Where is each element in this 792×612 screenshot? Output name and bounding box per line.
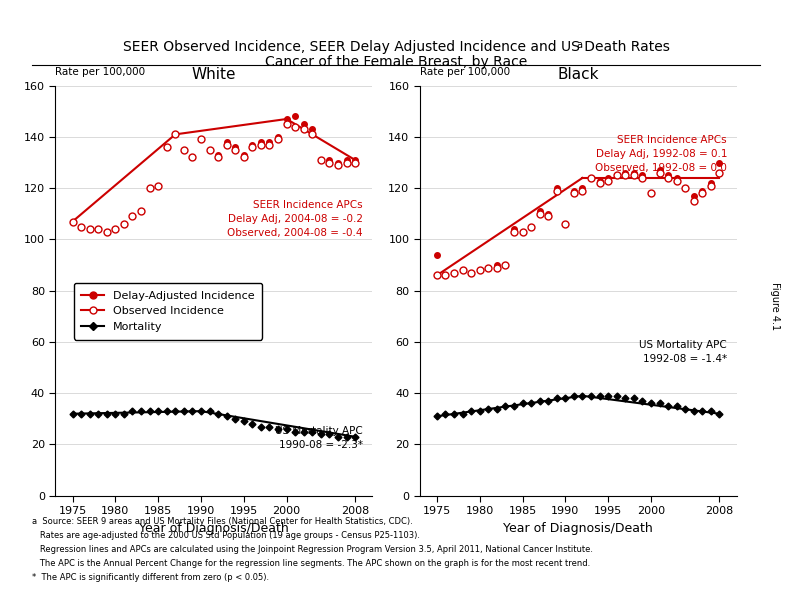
Text: SEER Incidence APCs
Delay Adj, 1992-08 = 0.1
Observed, 1992-08 = 0.0: SEER Incidence APCs Delay Adj, 1992-08 =… — [595, 135, 727, 173]
Text: Cancer of the Female Breast, by Race: Cancer of the Female Breast, by Race — [265, 55, 527, 69]
Text: a: a — [577, 40, 583, 50]
Text: US Mortality APC
1990-08 = -2.3*: US Mortality APC 1990-08 = -2.3* — [275, 426, 363, 450]
Text: Rates are age-adjusted to the 2000 US Std Population (19 age groups - Census P25: Rates are age-adjusted to the 2000 US St… — [32, 531, 420, 540]
Text: SEER Incidence APCs
Delay Adj, 2004-08 = -0.2
Observed, 2004-08 = -0.4: SEER Incidence APCs Delay Adj, 2004-08 =… — [227, 201, 363, 239]
Text: Rate per 100,000: Rate per 100,000 — [55, 67, 146, 78]
Text: a  Source: SEER 9 areas and US Mortality Files (National Center for Health Stati: a Source: SEER 9 areas and US Mortality … — [32, 517, 413, 526]
Text: Figure 4.1: Figure 4.1 — [770, 282, 779, 330]
Text: *  The APC is significantly different from zero (p < 0.05).: * The APC is significantly different fro… — [32, 573, 268, 583]
Text: US Mortality APC
1992-08 = -1.4*: US Mortality APC 1992-08 = -1.4* — [639, 340, 727, 364]
Text: The APC is the Annual Percent Change for the regression line segments. The APC s: The APC is the Annual Percent Change for… — [32, 559, 590, 569]
Text: SEER Observed Incidence, SEER Delay Adjusted Incidence and US Death Rates: SEER Observed Incidence, SEER Delay Adju… — [123, 40, 669, 54]
Text: Regression lines and APCs are calculated using the Joinpoint Regression Program : Regression lines and APCs are calculated… — [32, 545, 592, 554]
X-axis label: Year of Diagnosis/Death: Year of Diagnosis/Death — [503, 521, 653, 535]
Title: Black: Black — [558, 67, 599, 82]
Legend: Delay-Adjusted Incidence, Observed Incidence, Mortality: Delay-Adjusted Incidence, Observed Incid… — [74, 283, 262, 340]
Text: Rate per 100,000: Rate per 100,000 — [420, 67, 510, 78]
Title: White: White — [192, 67, 236, 82]
X-axis label: Year of Diagnosis/Death: Year of Diagnosis/Death — [139, 521, 289, 535]
